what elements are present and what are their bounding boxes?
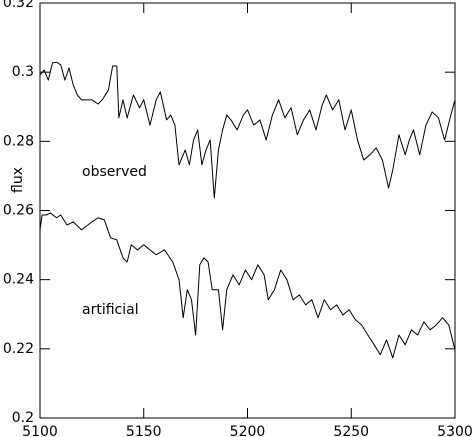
y-axis-label: flux	[10, 167, 26, 193]
x-tick-label: 5150	[126, 424, 162, 437]
spectrum-line	[39, 212, 456, 359]
y-tick-label: 0.24	[3, 272, 34, 288]
annotation: observed	[82, 164, 147, 180]
plot-frame	[39, 2, 456, 419]
y-tick-label: 0.32	[3, 0, 34, 11]
y-tick-label: 0.2	[12, 410, 34, 426]
y-tick-label: 0.3	[12, 64, 34, 80]
y-tick-label: 0.26	[3, 203, 34, 219]
spectrum-line	[39, 61, 456, 199]
x-tick-label: 5250	[333, 424, 369, 437]
x-tick-label: 5200	[230, 424, 266, 437]
x-tick-label: 5100	[22, 424, 58, 437]
y-tick-label: 0.28	[3, 133, 34, 149]
annotation: artificial	[82, 302, 139, 318]
y-tick-label: 0.22	[3, 341, 34, 357]
x-tick-label: 5300	[437, 424, 473, 437]
